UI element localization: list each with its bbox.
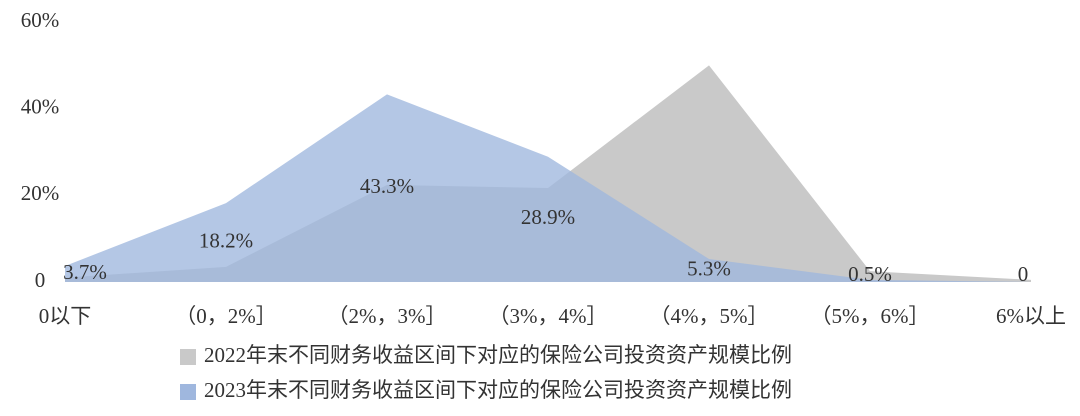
- data-label: 5.3%: [687, 256, 731, 280]
- x-tick-label: （3%，4%］: [489, 304, 608, 328]
- data-label: 3.7%: [63, 260, 107, 284]
- y-tick-label: 60%: [21, 8, 60, 32]
- x-tick-label: 6%以上: [996, 304, 1066, 328]
- legend-swatch: [180, 384, 196, 400]
- data-label: 43.3%: [360, 174, 414, 198]
- y-tick-label: 0: [35, 268, 46, 292]
- data-label: 28.9%: [521, 205, 575, 229]
- x-tick-label: （4%，5%］: [650, 304, 769, 328]
- legend-swatch: [180, 349, 196, 365]
- y-tick-label: 40%: [21, 94, 60, 118]
- data-label: 0: [1018, 262, 1029, 286]
- data-label: 0.5%: [848, 262, 892, 286]
- legend-label: 2022年末不同财务收益区间下对应的保险公司投资资产规模比例: [204, 343, 792, 367]
- x-tick-label: 0以下: [39, 304, 92, 328]
- x-tick-label: （5%，6%］: [811, 304, 930, 328]
- x-tick-label: （0，2%］: [175, 304, 277, 328]
- x-tick-label: （2%，3%］: [328, 304, 447, 328]
- legend-label: 2023年末不同财务收益区间下对应的保险公司投资资产规模比例: [204, 378, 792, 402]
- area: [65, 94, 1031, 282]
- y-tick-label: 20%: [21, 181, 60, 205]
- data-label: 18.2%: [199, 228, 253, 252]
